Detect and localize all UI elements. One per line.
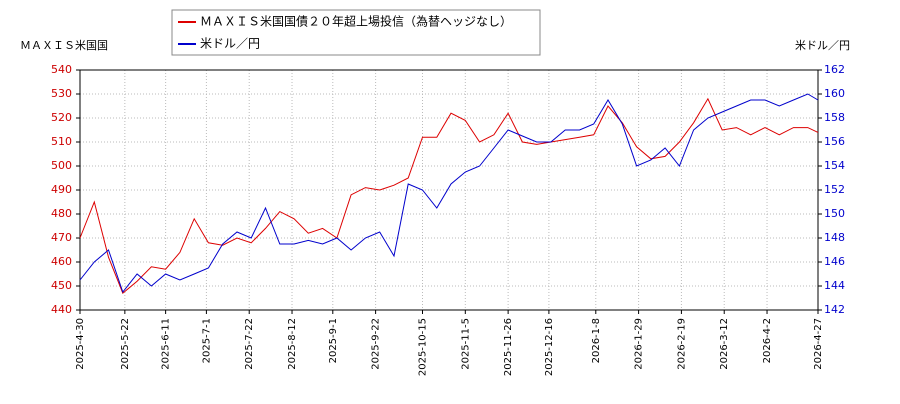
y-tick-label: 530: [51, 87, 72, 100]
legend-label: ＭＡＸＩＳ米国国債２０年超上場投信（為替ヘッジなし）: [200, 14, 512, 29]
y-tick-label: 490: [51, 183, 72, 196]
y2-tick-label: 148: [824, 231, 845, 244]
x-tick-label: 2025-7-22: [244, 318, 255, 370]
y2-tick-label: 154: [824, 159, 845, 172]
x-tick-label: 2025-9-1: [328, 318, 339, 363]
y2-tick-label: 160: [824, 87, 845, 100]
legend-label: 米ドル／円: [200, 37, 260, 51]
y-tick-label: 460: [51, 255, 72, 268]
x-tick-label: 2026-2-19: [676, 318, 687, 370]
legend-box: [171, 9, 541, 56]
series-line: [79, 97, 819, 295]
x-tick-label: 2026-1-29: [634, 318, 645, 370]
plot-frame: [79, 69, 819, 311]
y-axis-label: ＭＡＸＩＳ米国国: [20, 39, 108, 52]
x-tick-label: 2026-1-8: [591, 318, 602, 363]
x-tick-label: 2026-4-27: [813, 318, 824, 370]
x-tick-label: 2025-12-16: [544, 318, 555, 376]
y-tick-label: 440: [51, 303, 72, 316]
y2-tick-label: 150: [824, 207, 845, 220]
y-tick-label: 480: [51, 207, 72, 220]
y2-tick-label: 158: [824, 111, 845, 124]
y2-tick-label: 162: [824, 63, 845, 76]
x-tick-label: 2025-11-26: [503, 318, 514, 376]
x-tick-label: 2025-11-5: [460, 318, 471, 370]
x-tick-label: 2025-6-11: [161, 318, 172, 370]
x-tick-label: 2025-10-15: [417, 318, 428, 376]
x-tick-label: 2026-3-12: [719, 318, 730, 370]
y2-tick-label: 142: [824, 303, 845, 316]
y-tick-label: 510: [51, 135, 72, 148]
y-tick-label: 500: [51, 159, 72, 172]
y2-tick-label: 152: [824, 183, 845, 196]
x-tick-label: 2025-9-22: [371, 318, 382, 370]
y-tick-label: 450: [51, 279, 72, 292]
series-line: [79, 93, 819, 294]
x-tick-label: 2025-7-1: [201, 318, 212, 363]
y-tick-label: 470: [51, 231, 72, 244]
y2-tick-label: 156: [824, 135, 845, 148]
y-tick-label: 520: [51, 111, 72, 124]
y2-axis-label: 米ドル／円: [795, 39, 850, 52]
x-tick-label: 2025-4-30: [75, 318, 86, 370]
x-tick-label: 2025-8-12: [287, 318, 298, 370]
y2-tick-label: 146: [824, 255, 845, 268]
y2-tick-label: 144: [824, 279, 845, 292]
x-tick-label: 2025-5-22: [120, 318, 131, 370]
y-tick-label: 540: [51, 63, 72, 76]
x-tick-label: 2026-4-2: [762, 318, 773, 363]
